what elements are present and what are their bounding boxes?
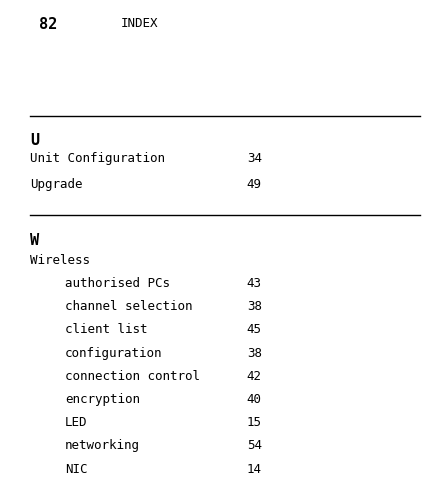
Text: client list: client list [65, 323, 148, 336]
Text: U: U [30, 133, 39, 148]
Text: Upgrade: Upgrade [30, 178, 83, 191]
Text: 82: 82 [39, 17, 57, 32]
Text: 54: 54 [247, 439, 262, 453]
Text: Unit Configuration: Unit Configuration [30, 152, 165, 166]
Text: connection control: connection control [65, 370, 200, 383]
Text: configuration: configuration [65, 347, 162, 360]
Text: 14: 14 [247, 463, 262, 476]
Text: LED: LED [65, 416, 87, 429]
Text: 38: 38 [247, 347, 262, 360]
Text: encryption: encryption [65, 393, 140, 406]
Text: 40: 40 [247, 393, 262, 406]
Text: W: W [30, 233, 39, 248]
Text: networking: networking [65, 439, 140, 453]
Text: 43: 43 [247, 277, 262, 290]
Text: 38: 38 [247, 300, 262, 313]
Text: 45: 45 [247, 323, 262, 336]
Text: 15: 15 [247, 416, 262, 429]
Text: channel selection: channel selection [65, 300, 192, 313]
Text: INDEX: INDEX [121, 17, 159, 30]
Text: Wireless: Wireless [30, 254, 90, 267]
Text: NIC: NIC [65, 463, 87, 476]
Text: 34: 34 [247, 152, 262, 166]
Text: 49: 49 [247, 178, 262, 191]
Text: authorised PCs: authorised PCs [65, 277, 170, 290]
Text: 42: 42 [247, 370, 262, 383]
